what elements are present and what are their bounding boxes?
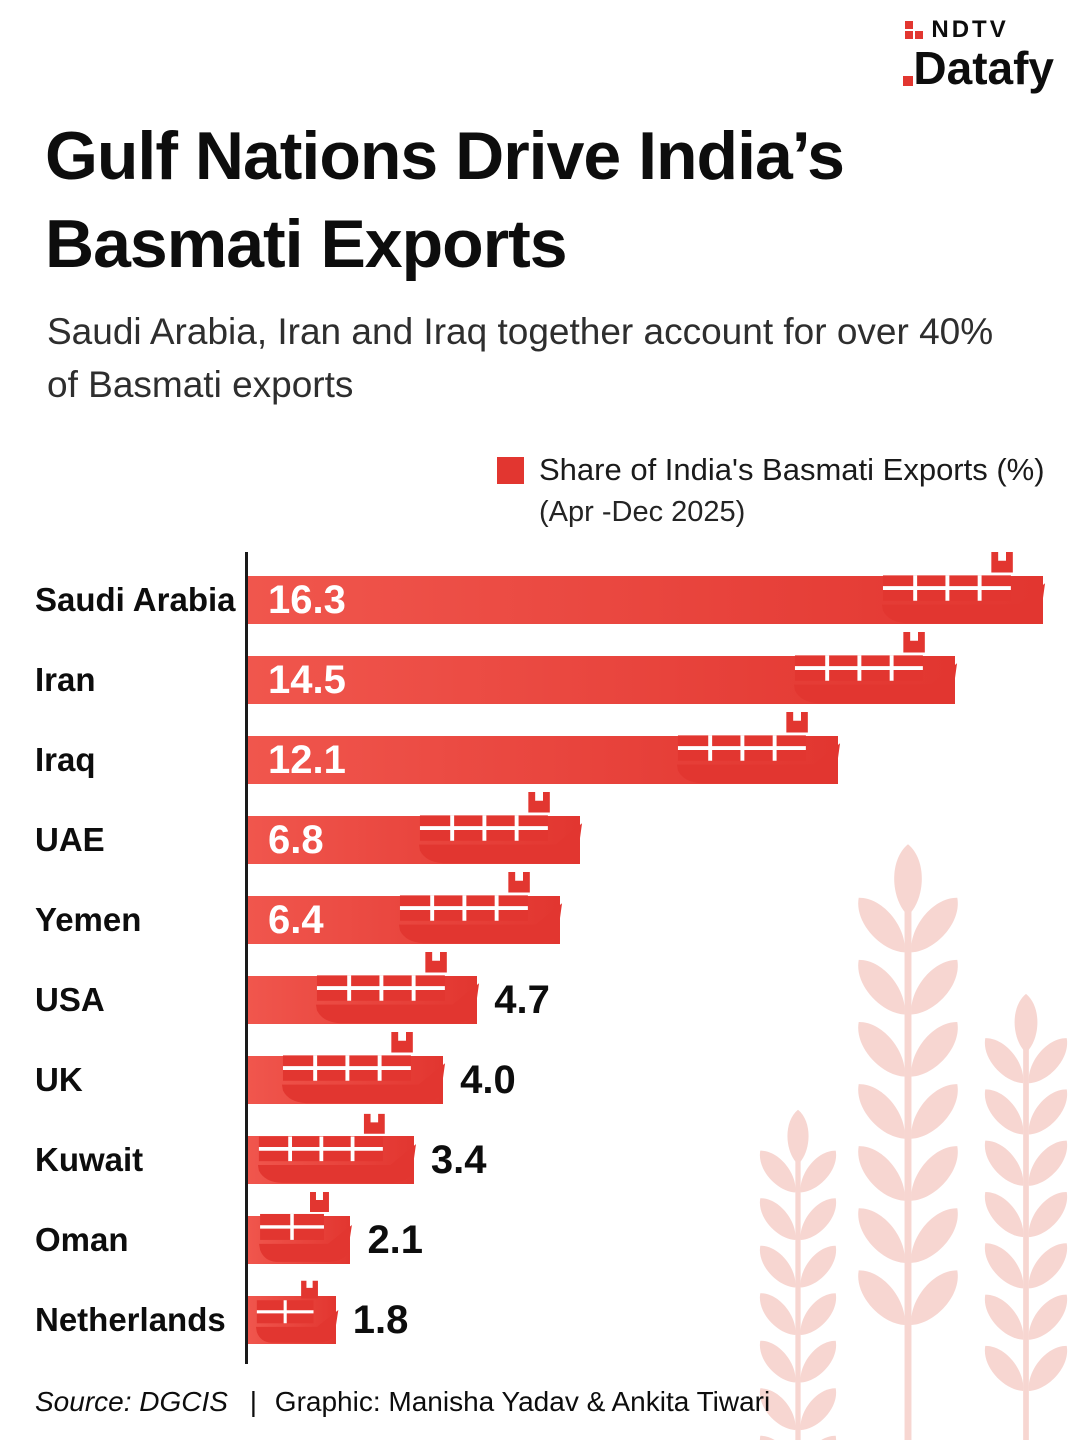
bar: 12.1 [248, 736, 838, 784]
bar: 6.8 [248, 816, 580, 864]
footer-divider: | [249, 1386, 258, 1417]
value-label: 12.1 [268, 738, 346, 782]
datafy-pixel-icon [903, 76, 914, 87]
cargo-ship-icon [418, 789, 584, 865]
legend-swatch-icon [497, 457, 524, 484]
chart-legend: Share of India's Basmati Exports (%) (Ap… [497, 452, 1045, 529]
chart-row: Saudi Arabia 16.3 [35, 560, 1045, 640]
cargo-ship-icon [257, 1111, 418, 1185]
ndtv-pixel-icon [905, 21, 924, 39]
chart-rows: Saudi Arabia 16.3 Iran 14.5 Iraq [35, 560, 1045, 1360]
category-label: Iraq [35, 741, 96, 778]
bar-track: 4.0 [245, 1056, 1045, 1104]
bar-track: 2.1 [245, 1216, 1045, 1264]
bar-track: 6.4 [245, 896, 1045, 944]
chart-row: Iran 14.5 [35, 640, 1045, 720]
cargo-ship-icon [281, 1029, 447, 1105]
footer: Source: DGCIS | Graphic: Manisha Yadav &… [35, 1386, 770, 1418]
chart-row: Kuwait 3.4 [35, 1120, 1045, 1200]
category-label: UAE [35, 821, 105, 858]
bar [248, 1296, 336, 1344]
value-label: 1.8 [352, 1298, 409, 1342]
cargo-ship-icon [315, 949, 481, 1025]
page-title: Gulf Nations Drive India’s Basmati Expor… [45, 112, 845, 289]
bar: 16.3 [248, 576, 1043, 624]
category-label: USA [35, 981, 105, 1018]
category-label: UK [35, 1061, 83, 1098]
cargo-ship-icon [255, 1279, 340, 1345]
category-label: Kuwait [35, 1141, 144, 1178]
category-label: Netherlands [35, 1301, 226, 1338]
bar: 6.4 [248, 896, 560, 944]
bar: 14.5 [248, 656, 955, 704]
legend-period: (Apr -Dec 2025) [539, 496, 746, 528]
cargo-ship-icon [398, 869, 564, 945]
y-axis-line [245, 552, 248, 1364]
chart-row: UK 4.0 [35, 1040, 1045, 1120]
title-line-1: Gulf Nations Drive India’s [45, 118, 845, 194]
bar-track: 1.8 [245, 1296, 1045, 1344]
title-line-2: Basmati Exports [45, 206, 568, 283]
ndtv-brand-text: NDTV [931, 16, 1009, 43]
bar [248, 1136, 414, 1184]
chart-row: Yemen 6.4 [35, 880, 1045, 960]
value-label: 16.3 [268, 578, 346, 622]
page-subtitle: Saudi Arabia, Iran and Iraq together acc… [47, 311, 994, 405]
category-label: Oman [35, 1221, 129, 1258]
category-label: Yemen [35, 901, 142, 938]
bar-track: 4.7 [245, 976, 1045, 1024]
bar-track: 6.8 [245, 816, 1045, 864]
chart-row: USA 4.7 [35, 960, 1045, 1040]
value-label: 6.4 [268, 898, 324, 942]
chart-row: Oman 2.1 [35, 1200, 1045, 1280]
cargo-ship-icon [793, 629, 959, 705]
value-label: 6.8 [268, 818, 324, 862]
value-label: 2.1 [367, 1218, 424, 1262]
graphic-credit: Graphic: Manisha Yadav & Ankita Tiwari [274, 1386, 771, 1417]
cargo-ship-icon [258, 1190, 354, 1265]
source-credit: Source: DGCIS [35, 1386, 228, 1417]
category-label: Iran [35, 661, 96, 698]
value-label: 4.7 [494, 978, 550, 1022]
value-label: 14.5 [268, 658, 346, 702]
bar-track: 3.4 [245, 1136, 1045, 1184]
ndtv-datafy-logo: NDTV Datafy [903, 16, 1054, 92]
bar-chart: Saudi Arabia 16.3 Iran 14.5 Iraq [35, 560, 1045, 1364]
value-label: 3.4 [430, 1138, 487, 1182]
cargo-ship-icon [881, 549, 1047, 625]
bar [248, 1056, 443, 1104]
cargo-ship-icon [676, 709, 842, 785]
bar-track: 14.5 [245, 656, 1045, 704]
value-label: 4.0 [460, 1058, 516, 1102]
chart-row: Iraq 12.1 [35, 720, 1045, 800]
bar [248, 976, 477, 1024]
legend-label: Share of India's Basmati Exports (%) [539, 452, 1045, 487]
chart-row: Netherlands 1.8 [35, 1280, 1045, 1360]
chart-row: UAE 6.8 [35, 800, 1045, 880]
datafy-wordmark: Datafy [903, 44, 1054, 92]
category-label: Saudi Arabia [35, 581, 236, 618]
bar [248, 1216, 350, 1264]
bar-track: 12.1 [245, 736, 1045, 784]
bar-track: 16.3 [245, 576, 1045, 624]
